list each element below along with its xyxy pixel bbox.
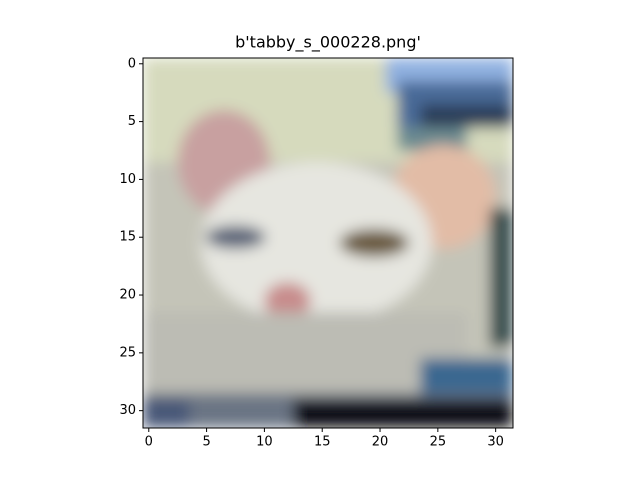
y-tick-label: 5 — [128, 114, 136, 129]
axes-frame — [142, 57, 514, 429]
x-tick-label: 30 — [487, 435, 504, 450]
y-tick-label: 25 — [119, 345, 136, 360]
y-tick-label: 30 — [119, 403, 136, 418]
x-tick-label: 0 — [145, 435, 153, 450]
x-tick-label: 25 — [430, 435, 447, 450]
y-tick-label: 0 — [128, 56, 136, 71]
y-tick-label: 20 — [119, 288, 136, 303]
x-tick-label: 10 — [256, 435, 273, 450]
x-tick-label: 20 — [372, 435, 389, 450]
chart-title: b'tabby_s_000228.png' — [235, 33, 421, 53]
y-tick-label: 15 — [119, 230, 136, 245]
x-tick-label: 5 — [202, 435, 210, 450]
y-tick-label: 10 — [119, 172, 136, 187]
image — [143, 58, 513, 428]
x-tick-label: 15 — [314, 435, 331, 450]
